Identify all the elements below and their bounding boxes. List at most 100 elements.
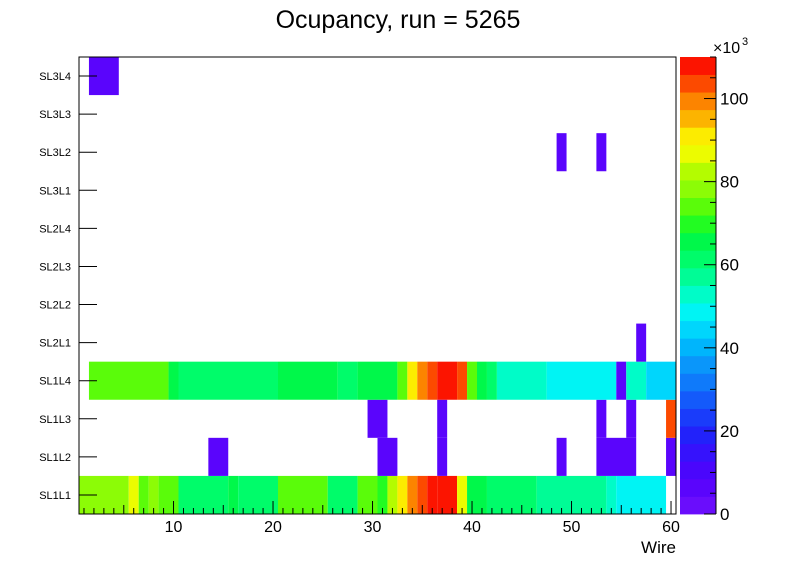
- color-scale-band: [680, 109, 716, 128]
- heatmap-cell: [138, 475, 149, 514]
- z-multiplier-exponent: 3: [742, 36, 748, 48]
- color-scale-band: [680, 320, 716, 339]
- x-tick-label: 10: [165, 519, 183, 536]
- heatmap-cell: [546, 361, 617, 400]
- heatmap-cell: [457, 361, 468, 400]
- color-scale-band: [680, 496, 716, 515]
- plot-frame: [78, 56, 677, 515]
- heatmap-cell: [626, 361, 647, 400]
- heatmap-cell: [178, 361, 278, 400]
- heatmap-cell: [327, 475, 358, 514]
- color-scale-band: [680, 426, 716, 445]
- heatmap-cell: [367, 399, 388, 438]
- heatmap-cell: [666, 399, 676, 438]
- color-scale-band: [680, 408, 716, 427]
- heatmap-cell: [646, 361, 676, 400]
- z-multiplier-base: ×10: [713, 40, 740, 57]
- heatmap-cell: [407, 361, 418, 400]
- color-scale-band: [680, 373, 716, 392]
- heatmap-cell: [357, 361, 398, 400]
- y-tick-label: SL3L1: [39, 185, 71, 197]
- heatmap-cell: [596, 133, 607, 172]
- color-scale-band: [680, 250, 716, 269]
- color-scale-band: [680, 144, 716, 163]
- z-tick-label: 60: [720, 256, 739, 275]
- heatmap-cell: [596, 399, 607, 438]
- color-scale-band: [680, 197, 716, 216]
- heatmap-cell: [477, 361, 487, 400]
- heatmap-cell: [128, 475, 139, 514]
- heatmap-cell: [377, 475, 388, 514]
- heatmap-cell: [168, 361, 179, 400]
- heatmap-cell: [437, 437, 448, 476]
- heatmap-cell: [626, 399, 637, 438]
- color-scale-band: [680, 127, 716, 146]
- heatmap-cell: [427, 475, 438, 514]
- x-tick-label: 60: [662, 519, 680, 536]
- y-tick-label: SL3L4: [39, 71, 71, 83]
- color-scale-band: [680, 232, 716, 251]
- heatmap-cell: [387, 475, 398, 514]
- color-scale-band: [680, 338, 716, 357]
- y-tick-label: SL3L3: [39, 109, 71, 121]
- color-scale-band: [680, 92, 716, 111]
- heatmap-cell: [636, 323, 647, 362]
- heatmap-cell: [596, 437, 637, 476]
- heatmap-cell: [208, 437, 229, 476]
- color-scale-band: [680, 443, 716, 462]
- x-tick-label: 20: [264, 519, 282, 536]
- color-scale-band: [680, 355, 716, 374]
- color-scale-band: [680, 57, 716, 75]
- x-tick-label: 50: [563, 519, 581, 536]
- z-tick-label: 40: [720, 339, 739, 358]
- color-scale: 0 20 40 60 80 100: [680, 56, 748, 524]
- y-tick-label: SL1L4: [39, 376, 71, 388]
- heatmap-cell: [467, 475, 487, 514]
- x-axis: 10 20 30 40 50 60: [83, 501, 680, 536]
- z-tick-label: 20: [720, 422, 739, 441]
- heatmap-cell: [148, 475, 159, 514]
- heatmap-cell: [467, 361, 477, 400]
- heatmap-cell: [417, 475, 428, 514]
- heatmap-cell: [666, 437, 676, 476]
- color-scale-band: [680, 74, 716, 93]
- heatmap-cell: [178, 475, 229, 514]
- heatmap-cell: [238, 475, 278, 514]
- heatmap-cell: [337, 361, 358, 400]
- z-tick-label: 80: [720, 173, 739, 192]
- heatmap-cell: [486, 475, 537, 514]
- x-tick-label: 30: [364, 519, 382, 536]
- heatmap-cell: [158, 475, 179, 514]
- y-tick-label: SL2L1: [39, 338, 71, 350]
- y-tick-label: SL1L1: [39, 490, 71, 502]
- color-scale-band: [680, 162, 716, 181]
- color-scale-band: [680, 267, 716, 286]
- heatmap-cell: [616, 475, 667, 514]
- color-scale-band: [680, 390, 716, 409]
- color-scale-band: [680, 303, 716, 322]
- z-tick-label: 0: [720, 505, 729, 524]
- color-scale-band: [680, 285, 716, 304]
- heatmap-cells: [79, 57, 676, 514]
- heatmap-cell: [417, 361, 428, 400]
- color-scale-band: [680, 478, 716, 497]
- heatmap-cell: [437, 399, 448, 438]
- heatmap-cell: [88, 361, 169, 400]
- heatmap-cell: [556, 437, 567, 476]
- x-tick-label: 40: [463, 519, 481, 536]
- heatmap-cell: [278, 475, 328, 514]
- chart-title: Ocupancy, run = 5265: [276, 6, 521, 34]
- heatmap-cell: [606, 475, 617, 514]
- x-axis-label: Wire: [641, 538, 676, 557]
- heatmap-cell: [407, 475, 418, 514]
- z-multiplier: ×10 3: [713, 36, 748, 57]
- z-tick-label: 100: [720, 90, 748, 109]
- heatmap-cell: [556, 133, 567, 172]
- y-tick-label: SL2L4: [39, 223, 71, 235]
- color-scale-band: [680, 461, 716, 480]
- heatmap-cell: [357, 475, 378, 514]
- y-tick-label: SL1L2: [39, 452, 71, 464]
- heatmap-cell: [278, 361, 338, 400]
- y-tick-label: SL3L2: [39, 147, 71, 159]
